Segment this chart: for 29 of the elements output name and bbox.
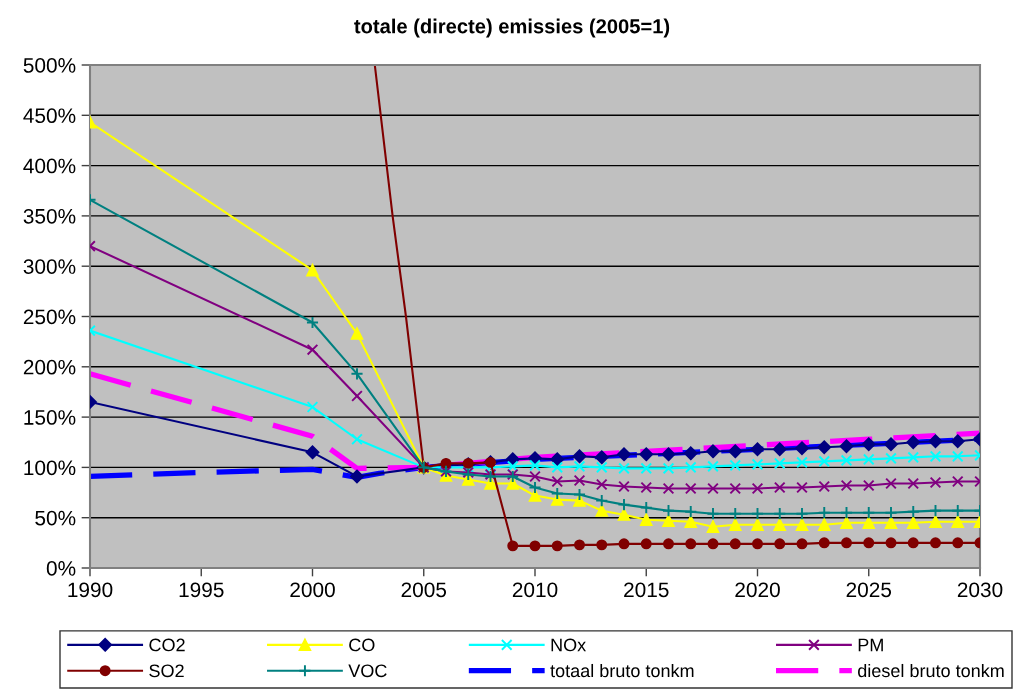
x-tick-label: 2030	[957, 582, 1003, 598]
x-tick-label: 2010	[512, 582, 558, 598]
x-tick-label: 2025	[846, 582, 892, 598]
y-tick-label: 300%	[23, 259, 76, 274]
legend-label: VOC	[348, 664, 387, 678]
y-tick-label: 500%	[23, 58, 76, 73]
legend-label: CO	[349, 638, 375, 652]
y-tick-label: 250%	[23, 309, 76, 325]
legend-label: totaal bruto tonkm	[550, 663, 694, 678]
y-tick-label: 150%	[24, 410, 76, 425]
legend-label: CO2	[149, 638, 185, 652]
legend-label: NOx	[551, 638, 586, 652]
legend-label: diesel bruto tonkm	[858, 663, 1004, 678]
y-tick-label: 450%	[23, 108, 76, 124]
y-tick-label: 100%	[24, 460, 76, 476]
y-tick-label: 0%	[46, 561, 76, 576]
chart-title: totale (directe) emissies (2005=1)	[354, 18, 670, 38]
x-tick-label: 1995	[179, 582, 224, 598]
legend-label: PM	[858, 638, 883, 652]
y-tick-label: 50%	[35, 510, 76, 526]
x-tick-label: 2015	[624, 582, 669, 598]
y-tick-label: 400%	[23, 158, 76, 174]
y-tick-label: 200%	[23, 359, 76, 375]
x-tick-label: 1990	[68, 582, 113, 598]
x-tick-label: 2000	[290, 582, 335, 598]
legend-label: SO2	[149, 664, 184, 678]
x-tick-label: 2020	[735, 582, 780, 598]
y-tick-label: 350%	[23, 208, 76, 224]
x-tick-label: 2005	[401, 582, 447, 598]
